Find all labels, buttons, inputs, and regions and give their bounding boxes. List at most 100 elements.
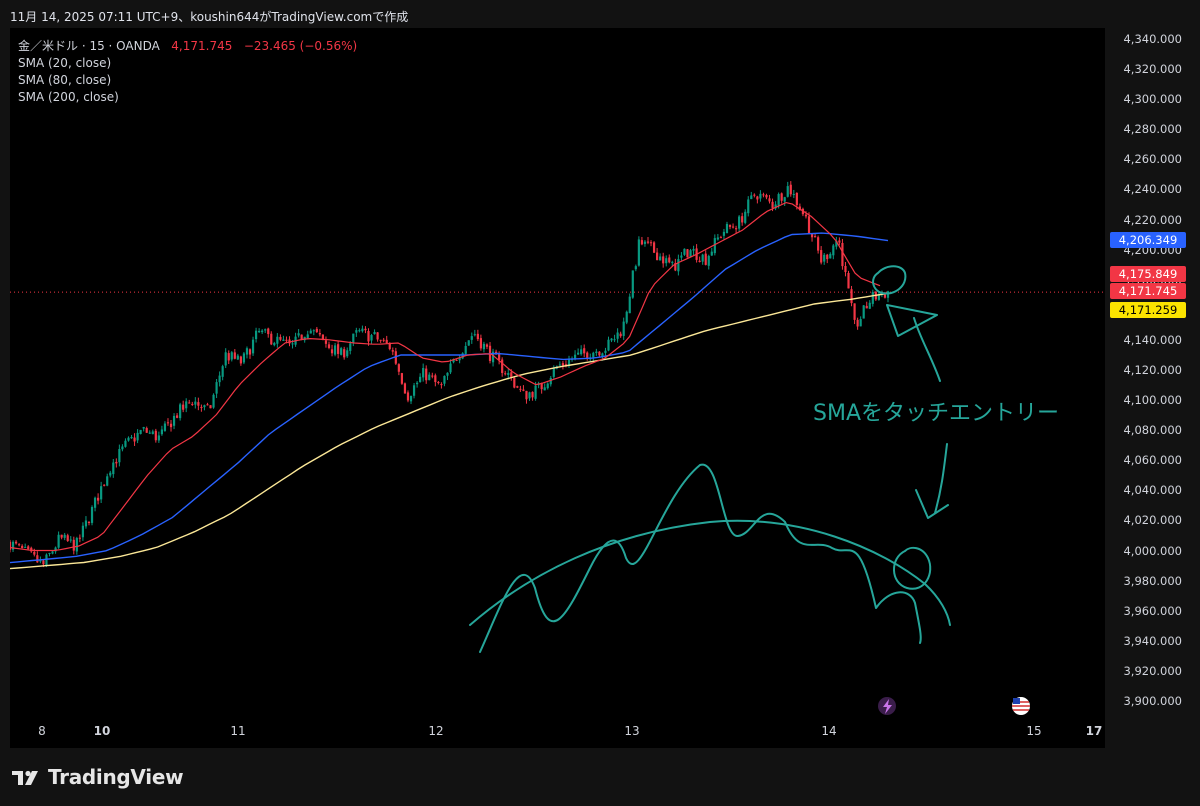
candle-body [482,343,486,350]
candle-body [534,385,537,399]
candle-body [573,354,577,359]
footer: TradingView [12,764,184,790]
candle-body [367,330,370,342]
candle-body [862,305,865,319]
chart-canvas[interactable]: SMAをタッチエントリー [8,28,1105,748]
candle-body [804,214,808,217]
legend-symbol[interactable]: 金／米ドル · 15 · OANDA [18,39,160,53]
price-axis[interactable]: 4,340.000 4,320.000 4,300.000 4,280.000 4,26… [1105,28,1200,748]
candle-body [346,350,349,357]
candle-body [60,534,63,538]
price-axis-tick: 4,340.000 [1123,32,1182,46]
candle-body [856,319,859,327]
candle-body [154,430,157,441]
candle-body [248,349,252,355]
candle-body [659,256,662,261]
candle-body [379,339,382,341]
candle-body [434,375,437,383]
candle-body [333,345,337,355]
candle-body [267,328,270,335]
candle-body [546,383,549,389]
candle-body [66,535,69,541]
candle-body [513,377,516,388]
candle-body [637,239,640,266]
candle-body [300,334,303,340]
price-axis-tick: 4,060.000 [1123,453,1182,468]
candle-body [731,226,735,228]
chart-pane[interactable]: SMAをタッチエントリー [8,28,1105,748]
candle-body [692,248,695,251]
candle-body [148,432,151,434]
candle-body [51,551,54,554]
candle-body [479,338,482,349]
candle-body [823,254,826,262]
candle-body [194,401,197,405]
candle-body [57,534,60,548]
time-axis-tick: 13 [624,724,640,738]
candle-body [163,423,167,431]
candle-body [586,352,589,359]
candle-body [665,258,668,264]
candle-body [112,462,115,475]
legend-sma200[interactable]: SMA (200, close) [18,90,119,104]
candle-body [419,376,422,383]
candle-body [680,255,683,258]
time-axis-tick: 10 [93,724,111,738]
candle-body [394,351,397,364]
candle-body [340,348,343,355]
candle-body [877,295,880,300]
candle-body [491,351,495,363]
candle-body [768,198,771,202]
price-axis-tick: 3,940.000 [1123,633,1182,648]
candle-body [759,193,762,199]
candle-body [704,253,707,265]
candle-body [431,375,434,377]
candle-body [157,435,160,441]
candle-body [258,330,261,333]
candle-body [130,436,133,439]
candle-body [291,343,294,345]
candle-body [324,340,328,344]
candle-body [458,357,461,361]
time-axis-tick: 8 [38,724,46,738]
candle-body [36,555,39,563]
legend-symbol-row[interactable]: 金／米ドル · 15 · OANDA 4,171.745 −23.465 (−0… [18,38,357,55]
candle-body [90,506,94,523]
candle-body [39,560,42,562]
candle-body [443,375,446,384]
candle-body [239,356,242,364]
candle-body [519,388,522,390]
candle-body [412,385,416,396]
candle-body [844,265,847,273]
drawing-arrow-tail-bottom [934,443,948,514]
candle-body [841,242,844,267]
candle-body [409,396,413,402]
candle-body [753,194,756,196]
candle-body [507,372,510,375]
candle-body [14,541,18,544]
candle-body [710,251,713,256]
candle-body [762,194,765,196]
price-axis-tick: 3,900.000 [1123,694,1182,708]
candle-body [273,342,276,346]
price-axis-tick: 4,240.000 [1123,182,1182,197]
legend-sma80[interactable]: SMA (80, close) [18,73,112,87]
candle-body [580,349,583,355]
candle-body [701,254,704,262]
candle-body [610,338,613,341]
candle-body [631,270,634,298]
candle-body [406,392,410,401]
legend-sma20[interactable]: SMA (20, close) [18,56,112,70]
last-price-tag: 4,171.745 [1110,283,1186,299]
candle-body [343,349,346,358]
candle-body [42,560,45,565]
candle-body [400,373,404,384]
candle-body [756,196,759,200]
candle-body [656,252,659,261]
candle-body [397,364,400,372]
candle-body [282,339,285,341]
candle-body [859,319,862,327]
candle-body [871,292,874,304]
candle-body [470,336,473,340]
candle-body [197,402,200,406]
